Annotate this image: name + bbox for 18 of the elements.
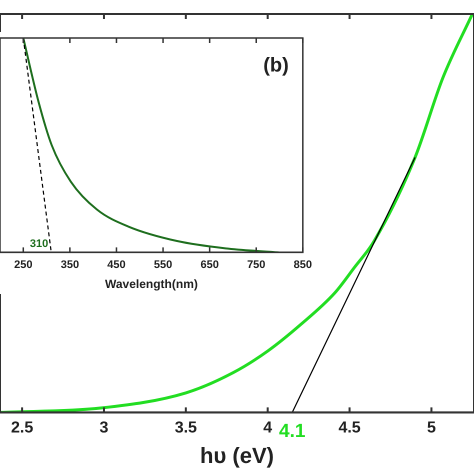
x-axis-title: Wavelength(nm) (104, 277, 198, 292)
x-tick-label: 250 (14, 259, 32, 272)
x-tick-label: 5 (426, 419, 436, 436)
x-tick-label: 750 (247, 259, 266, 272)
x-tick-label: 650 (200, 259, 219, 272)
x-tick-label: 450 (107, 259, 126, 272)
x-tick-label: 3 (100, 419, 109, 436)
x-tick-label: 4.5 (338, 419, 361, 436)
x-axis-title: hυ (eV) (200, 442, 274, 468)
annotation: 310 (30, 238, 48, 250)
annotation: 4.1 (279, 421, 306, 442)
x-tick-label: 550 (154, 259, 172, 272)
x-tick-label: 3.5 (174, 419, 198, 436)
annotation: (b) (263, 54, 289, 77)
x-tick-label: 850 (294, 259, 312, 272)
x-tick-label: 4 (263, 419, 272, 436)
x-tick-label: 350 (60, 259, 80, 272)
x-tick-label: 2.5 (10, 419, 34, 436)
